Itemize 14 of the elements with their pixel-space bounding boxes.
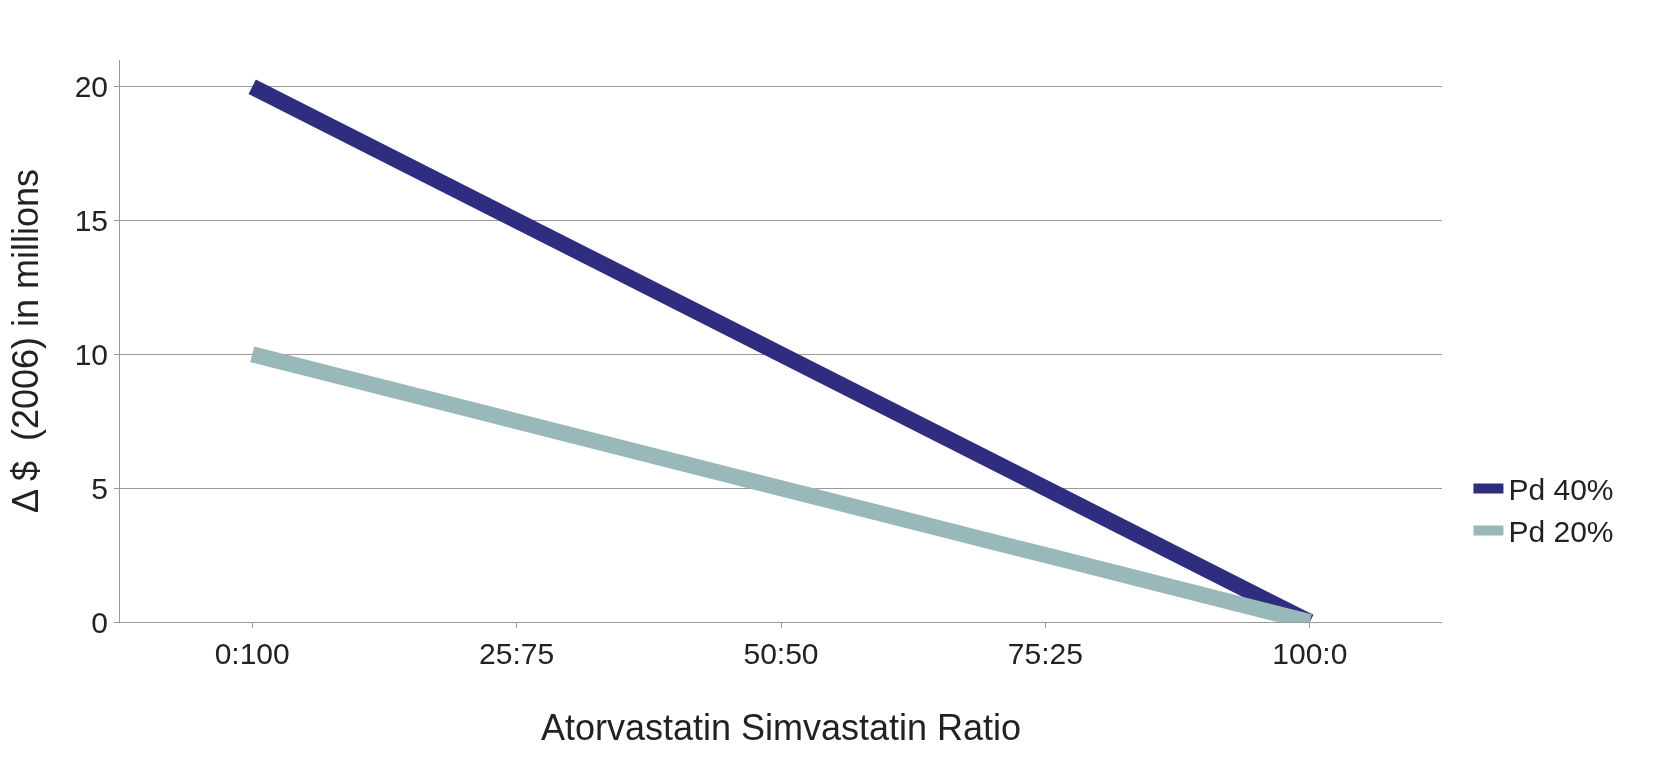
x-axis-title: Atorvastatin Simvastatin Ratio xyxy=(540,707,1022,748)
y-tick-label: 10 xyxy=(74,337,108,371)
legend-label: Pd 40% xyxy=(1508,473,1614,507)
x-tick-label: 50:50 xyxy=(743,637,819,670)
y-tick-label: 20 xyxy=(74,70,108,104)
x-tick-label: 25:75 xyxy=(479,637,555,670)
x-tick-label: 100:0 xyxy=(1272,637,1348,670)
y-axis-title: Δ $ (2006) in millions xyxy=(5,168,46,514)
y-tick-label: 0 xyxy=(91,605,108,639)
y-tick-label: 5 xyxy=(91,471,108,505)
legend-label: Pd 20% xyxy=(1508,515,1614,549)
x-tick-label: 75:25 xyxy=(1007,637,1083,670)
x-tick-label: 0:100 xyxy=(214,637,290,670)
y-tick-label: 15 xyxy=(74,204,108,238)
